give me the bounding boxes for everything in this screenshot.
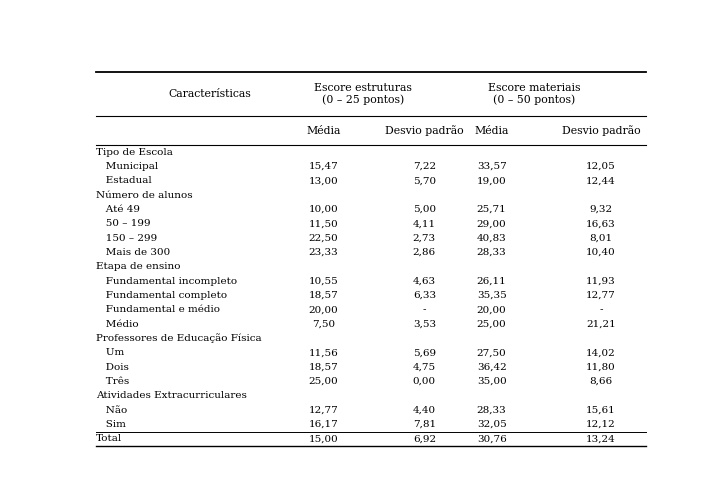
Text: Professores de Educação Física: Professores de Educação Física — [96, 334, 262, 343]
Text: 13,24: 13,24 — [586, 434, 616, 443]
Text: 10,40: 10,40 — [586, 248, 616, 257]
Text: 5,00: 5,00 — [413, 205, 436, 214]
Text: 5,70: 5,70 — [413, 176, 436, 185]
Text: 30,76: 30,76 — [477, 434, 507, 443]
Text: 6,92: 6,92 — [413, 434, 436, 443]
Text: 12,12: 12,12 — [586, 420, 616, 429]
Text: 10,00: 10,00 — [308, 205, 338, 214]
Text: Desvio padrão: Desvio padrão — [385, 125, 463, 136]
Text: Estadual: Estadual — [96, 176, 152, 185]
Text: 7,81: 7,81 — [413, 420, 436, 429]
Text: 35,35: 35,35 — [477, 291, 507, 300]
Text: 7,22: 7,22 — [413, 162, 436, 171]
Text: Média: Média — [474, 126, 509, 136]
Text: 27,50: 27,50 — [477, 348, 507, 357]
Text: 8,66: 8,66 — [589, 377, 613, 386]
Text: Três: Três — [96, 377, 130, 386]
Text: 12,44: 12,44 — [586, 176, 616, 185]
Text: 12,05: 12,05 — [586, 162, 616, 171]
Text: 35,00: 35,00 — [477, 377, 507, 386]
Text: 4,11: 4,11 — [413, 219, 436, 228]
Text: Atividades Extracurriculares: Atividades Extracurriculares — [96, 391, 247, 400]
Text: 20,00: 20,00 — [308, 305, 338, 314]
Text: 11,56: 11,56 — [308, 348, 338, 357]
Text: 16,63: 16,63 — [586, 219, 616, 228]
Text: Número de alunos: Número de alunos — [96, 191, 193, 199]
Text: 18,57: 18,57 — [308, 363, 338, 372]
Text: 14,02: 14,02 — [586, 348, 616, 357]
Text: 20,00: 20,00 — [477, 305, 507, 314]
Text: 2,73: 2,73 — [413, 233, 436, 242]
Text: 28,33: 28,33 — [477, 248, 507, 257]
Text: 4,63: 4,63 — [413, 277, 436, 286]
Text: Até 49: Até 49 — [96, 205, 140, 214]
Text: 50 – 199: 50 – 199 — [96, 219, 151, 228]
Text: Sim: Sim — [96, 420, 126, 429]
Text: -: - — [599, 305, 603, 314]
Text: 21,21: 21,21 — [586, 320, 616, 329]
Text: Características: Características — [169, 89, 251, 99]
Text: -: - — [423, 305, 426, 314]
Text: 40,83: 40,83 — [477, 233, 507, 242]
Text: 4,75: 4,75 — [413, 363, 436, 372]
Text: 25,71: 25,71 — [477, 205, 507, 214]
Text: Média: Média — [306, 126, 340, 136]
Text: 26,11: 26,11 — [477, 277, 507, 286]
Text: Dois: Dois — [96, 363, 129, 372]
Text: Escore materiais
(0 – 50 pontos): Escore materiais (0 – 50 pontos) — [487, 83, 580, 105]
Text: 15,61: 15,61 — [586, 406, 616, 414]
Text: 36,42: 36,42 — [477, 363, 507, 372]
Text: Escore estruturas
(0 – 25 pontos): Escore estruturas (0 – 25 pontos) — [313, 83, 411, 105]
Text: 150 – 299: 150 – 299 — [96, 233, 157, 242]
Text: 28,33: 28,33 — [477, 406, 507, 414]
Text: 4,40: 4,40 — [413, 406, 436, 414]
Text: Fundamental e médio: Fundamental e médio — [96, 305, 220, 314]
Text: Desvio padrão: Desvio padrão — [562, 125, 641, 136]
Text: Etapa de ensino: Etapa de ensino — [96, 263, 180, 271]
Text: 16,17: 16,17 — [308, 420, 338, 429]
Text: 13,00: 13,00 — [308, 176, 338, 185]
Text: 6,33: 6,33 — [413, 291, 436, 300]
Text: 11,80: 11,80 — [586, 363, 616, 372]
Text: Tipo de Escola: Tipo de Escola — [96, 148, 173, 157]
Text: 25,00: 25,00 — [477, 320, 507, 329]
Text: Médio: Médio — [96, 320, 139, 329]
Text: 3,53: 3,53 — [413, 320, 436, 329]
Text: Mais de 300: Mais de 300 — [96, 248, 170, 257]
Text: 2,86: 2,86 — [413, 248, 436, 257]
Text: 12,77: 12,77 — [586, 291, 616, 300]
Text: Não: Não — [96, 406, 127, 414]
Text: 12,77: 12,77 — [308, 406, 338, 414]
Text: 7,50: 7,50 — [312, 320, 335, 329]
Text: 32,05: 32,05 — [477, 420, 507, 429]
Text: Fundamental completo: Fundamental completo — [96, 291, 227, 300]
Text: Total: Total — [96, 434, 122, 443]
Text: 11,50: 11,50 — [308, 219, 338, 228]
Text: Um: Um — [96, 348, 125, 357]
Text: 15,00: 15,00 — [308, 434, 338, 443]
Text: 22,50: 22,50 — [308, 233, 338, 242]
Text: 29,00: 29,00 — [477, 219, 507, 228]
Text: 19,00: 19,00 — [477, 176, 507, 185]
Text: 15,47: 15,47 — [308, 162, 338, 171]
Text: 9,32: 9,32 — [589, 205, 613, 214]
Text: 10,55: 10,55 — [308, 277, 338, 286]
Text: Municipal: Municipal — [96, 162, 159, 171]
Text: 23,33: 23,33 — [308, 248, 338, 257]
Text: 18,57: 18,57 — [308, 291, 338, 300]
Text: 11,93: 11,93 — [586, 277, 616, 286]
Text: 33,57: 33,57 — [477, 162, 507, 171]
Text: 0,00: 0,00 — [413, 377, 436, 386]
Text: 8,01: 8,01 — [589, 233, 613, 242]
Text: 5,69: 5,69 — [413, 348, 436, 357]
Text: Fundamental incompleto: Fundamental incompleto — [96, 277, 237, 286]
Text: 25,00: 25,00 — [308, 377, 338, 386]
